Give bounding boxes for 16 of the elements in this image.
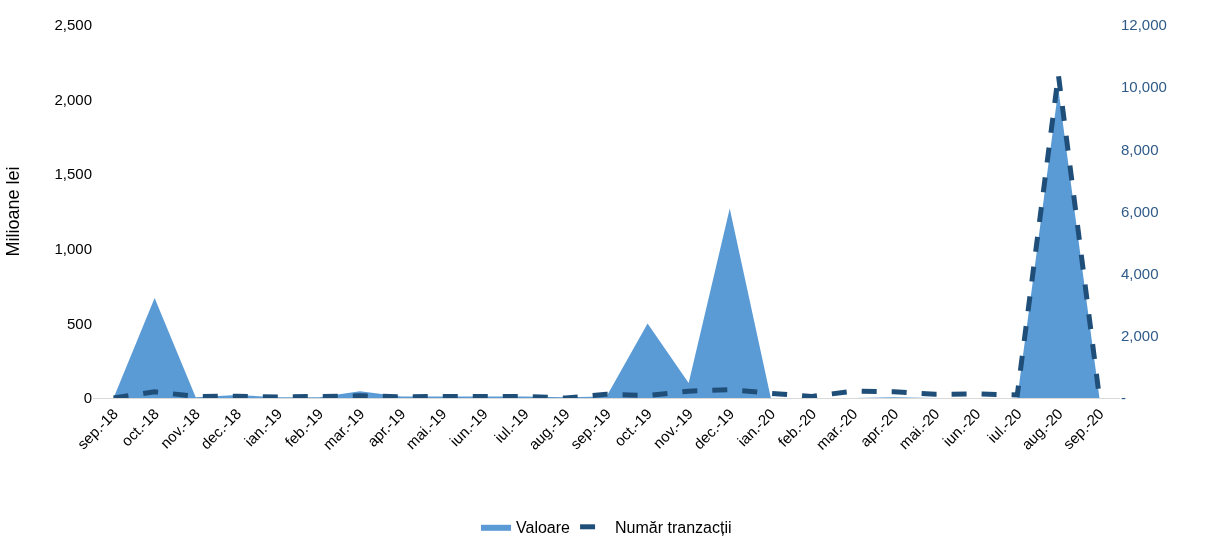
y-tick-label: 2,000 bbox=[54, 90, 92, 108]
y-tick-label: 1,500 bbox=[54, 165, 92, 183]
y2-tick-label: 6,000 bbox=[1121, 202, 1159, 220]
y-tick-label: 2,500 bbox=[54, 16, 92, 34]
legend-label: Număr tranzacții bbox=[615, 519, 732, 537]
y2-tick-label: 8,000 bbox=[1121, 140, 1159, 158]
y-axis-title: Milioane lei bbox=[2, 166, 23, 257]
y2-tick-label: 10,000 bbox=[1121, 78, 1167, 96]
y2-tick-label: 12,000 bbox=[1121, 16, 1167, 34]
legend-label: Valoare bbox=[516, 519, 571, 537]
y2-tick-label: - bbox=[1121, 389, 1126, 407]
y2-tick-label: 2,000 bbox=[1121, 327, 1159, 345]
y2-tick-label: 4,000 bbox=[1121, 264, 1159, 282]
y-tick-label: 0 bbox=[83, 389, 92, 407]
y-tick-label: 1,000 bbox=[54, 240, 92, 258]
y-tick-label: 500 bbox=[66, 314, 92, 332]
